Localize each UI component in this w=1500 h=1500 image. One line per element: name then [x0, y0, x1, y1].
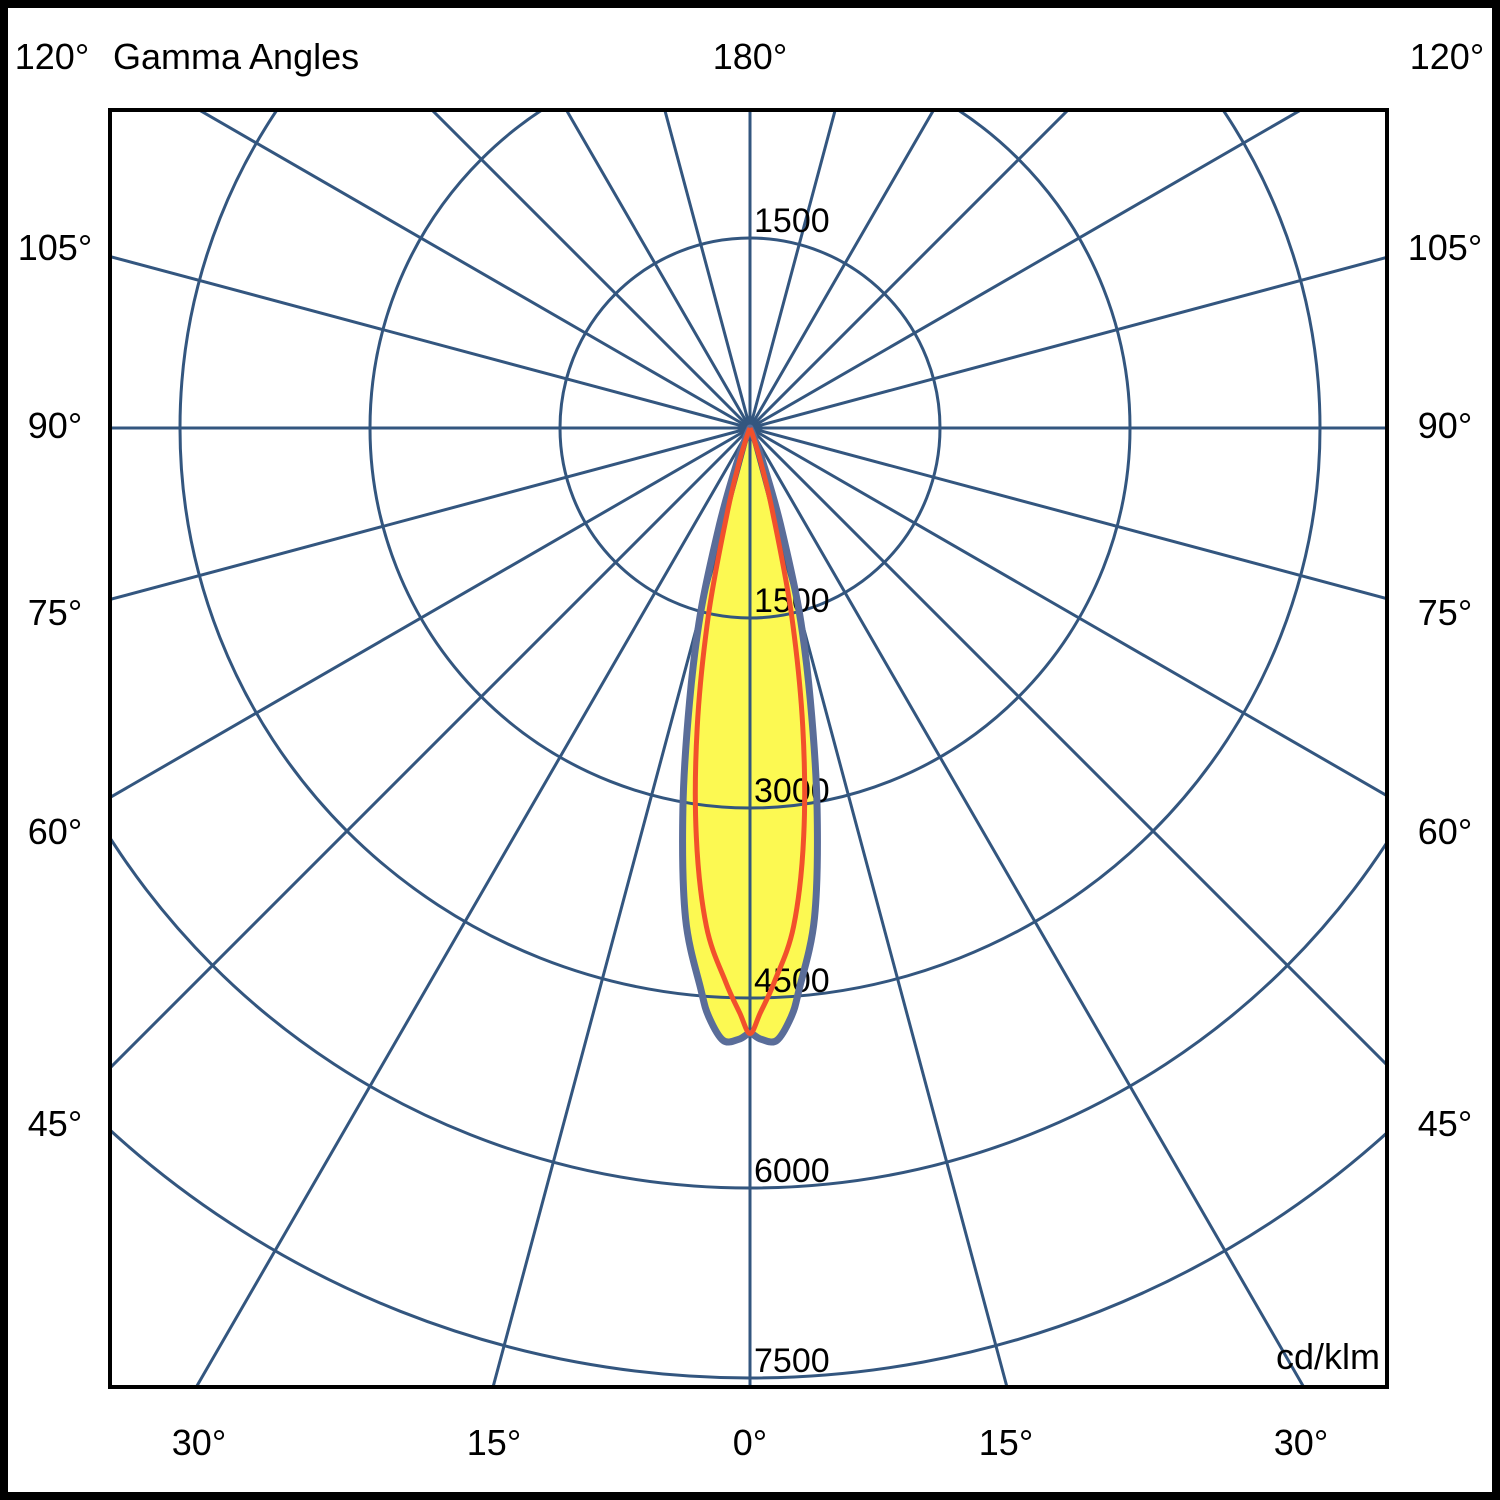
grid-spoke: [749, 426, 1387, 601]
grid-spoke: [110, 254, 751, 430]
grid-spoke: [748, 110, 936, 429]
angle-label-top-180: 180°: [712, 36, 788, 77]
c90-c270-line: [692, 427, 808, 1036]
angle-label-left-75: 75°: [27, 592, 83, 633]
angle-label-bottom-30r: 30°: [1273, 1422, 1329, 1463]
grid-spoke: [748, 426, 1387, 1068]
angle-label-left-90: 90°: [27, 405, 83, 446]
grid-spoke: [749, 110, 1304, 430]
grid-spoke: [110, 426, 751, 800]
grid-spoke: [110, 426, 752, 1071]
angle-label-right-60: 60°: [1417, 811, 1473, 852]
angle-label-top-right-120: 120°: [1409, 36, 1485, 77]
angle-label-bottom-0: 0°: [732, 1422, 768, 1463]
angle-label-right-105: 105°: [1407, 227, 1483, 268]
angle-label-bottom-30l: 30°: [171, 1422, 227, 1463]
grid-spoke: [748, 110, 837, 429]
grid-spoke: [429, 110, 752, 430]
grid-spoke: [196, 110, 751, 430]
grid-spoke: [749, 426, 1387, 798]
angle-label-left-105: 105°: [17, 227, 93, 268]
grid-spoke: [110, 426, 751, 602]
grid-spoke: [663, 110, 752, 429]
page-title: Gamma Angles: [113, 36, 360, 77]
c90-c270-curve: [692, 427, 808, 1036]
ring-value-label: 1500: [754, 202, 830, 240]
angle-label-left-60: 60°: [27, 811, 83, 852]
angle-label-top-left-120: 120°: [14, 36, 90, 77]
angle-label-right-75: 75°: [1417, 592, 1473, 633]
plot-border: [108, 108, 1389, 1389]
grid-spoke: [491, 427, 752, 1387]
unit-label: cd/klm: [1275, 1336, 1380, 1377]
angle-label-bottom-15l: 15°: [466, 1422, 522, 1463]
angle-label-left-45: 45°: [27, 1103, 83, 1144]
grid-spoke: [194, 427, 752, 1387]
angle-label-bottom-15r: 15°: [978, 1422, 1034, 1463]
ring-value-label: 7500: [754, 1342, 830, 1380]
grid-spoke: [749, 255, 1387, 430]
angle-label-right-90: 90°: [1417, 405, 1473, 446]
angle-label-right-45: 45°: [1417, 1103, 1473, 1144]
grid-spoke: [748, 427, 1009, 1387]
grid-spoke: [748, 427, 1306, 1387]
grid-spoke: [564, 110, 752, 429]
grid-spoke: [748, 110, 1071, 430]
ring-value-label: 6000: [754, 1152, 830, 1190]
ring-value-label: 4500: [754, 962, 830, 1000]
